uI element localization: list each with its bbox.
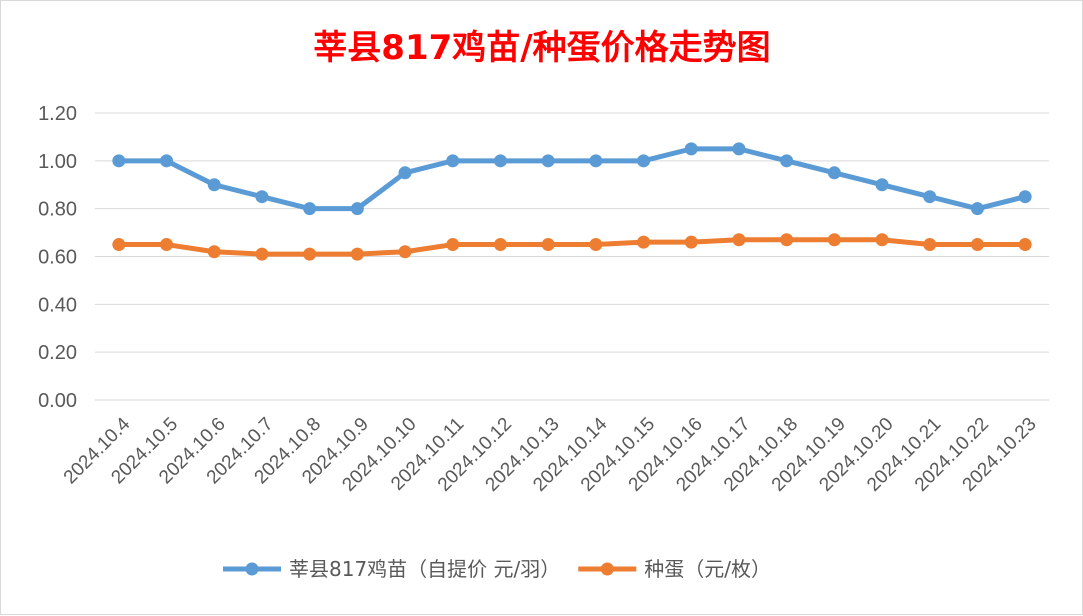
x-axis-ticks: 2024.10.42024.10.52024.10.62024.10.72024… bbox=[60, 413, 1041, 495]
data-point bbox=[923, 190, 937, 204]
data-point bbox=[827, 166, 841, 180]
data-point bbox=[112, 154, 126, 168]
data-point bbox=[493, 238, 507, 252]
y-tick-label: 0.60 bbox=[38, 247, 77, 269]
data-point bbox=[398, 166, 412, 180]
data-point bbox=[160, 154, 174, 168]
y-axis-ticks: 0.00 0.20 0.40 0.60 0.80 1.00 1.20 bbox=[38, 103, 77, 412]
data-point bbox=[780, 233, 794, 247]
data-point bbox=[970, 238, 984, 252]
data-point bbox=[637, 154, 651, 168]
data-point bbox=[875, 178, 889, 192]
data-point bbox=[970, 202, 984, 216]
y-tick-label: 1.00 bbox=[38, 151, 77, 173]
data-point bbox=[1018, 238, 1032, 252]
series-group bbox=[112, 142, 1032, 261]
data-point bbox=[827, 233, 841, 247]
y-tick-label: 0.00 bbox=[38, 390, 77, 412]
y-tick-label: 0.40 bbox=[38, 294, 77, 316]
data-point bbox=[1018, 190, 1032, 204]
data-point bbox=[780, 154, 794, 168]
data-point bbox=[446, 154, 460, 168]
series-0 bbox=[112, 142, 1032, 216]
legend-label: 种蛋（元/枚） bbox=[644, 557, 771, 581]
data-point bbox=[732, 142, 746, 156]
data-point bbox=[684, 142, 698, 156]
chart-title: 莘县817鸡苗/种蛋价格走势图 bbox=[313, 28, 770, 68]
legend-swatch-marker bbox=[600, 562, 614, 576]
series-1 bbox=[112, 233, 1032, 261]
data-point bbox=[589, 154, 603, 168]
y-tick-label: 0.80 bbox=[38, 199, 77, 221]
data-point bbox=[589, 238, 603, 252]
data-point bbox=[493, 154, 507, 168]
grid bbox=[95, 112, 1049, 401]
data-point bbox=[875, 233, 889, 247]
legend: 莘县817鸡苗（自提价 元/羽） 种蛋（元/枚） bbox=[223, 557, 771, 581]
data-point bbox=[398, 245, 412, 259]
data-point bbox=[207, 245, 221, 259]
data-point bbox=[255, 190, 269, 204]
data-point bbox=[637, 235, 651, 249]
data-point bbox=[303, 247, 317, 261]
data-point bbox=[255, 247, 269, 261]
legend-swatch-marker bbox=[245, 562, 259, 576]
data-point bbox=[303, 202, 317, 216]
data-point bbox=[541, 154, 555, 168]
data-point bbox=[732, 233, 746, 247]
legend-item-1: 种蛋（元/枚） bbox=[578, 557, 771, 581]
series-line-0 bbox=[116, 146, 1028, 212]
data-point bbox=[350, 247, 364, 261]
data-point bbox=[684, 235, 698, 249]
y-tick-label: 1.20 bbox=[38, 103, 77, 125]
data-point bbox=[541, 238, 555, 252]
series-line-1 bbox=[116, 237, 1028, 257]
data-point bbox=[350, 202, 364, 216]
data-point bbox=[923, 238, 937, 252]
data-point bbox=[207, 178, 221, 192]
legend-item-0: 莘县817鸡苗（自提价 元/羽） bbox=[223, 557, 560, 581]
data-point bbox=[446, 238, 460, 252]
y-tick-label: 0.20 bbox=[38, 342, 77, 364]
legend-label: 莘县817鸡苗（自提价 元/羽） bbox=[289, 557, 560, 581]
data-point bbox=[112, 238, 126, 252]
data-point bbox=[160, 238, 174, 252]
